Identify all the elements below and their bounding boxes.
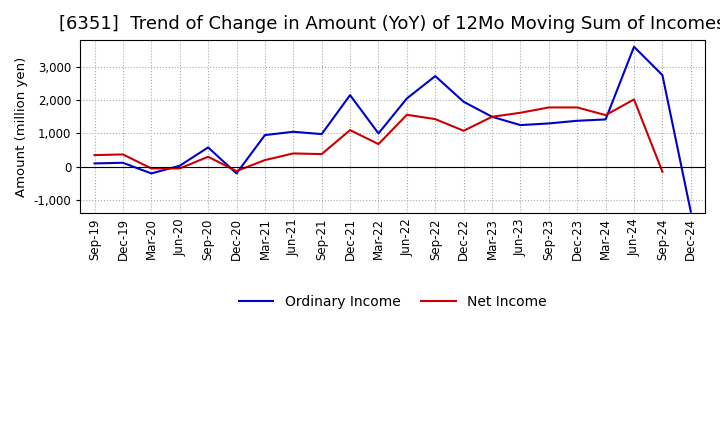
Ordinary Income [686, 209, 695, 214]
Ordinary Income [204, 145, 212, 150]
Ordinary Income [459, 99, 468, 104]
Ordinary Income [176, 163, 184, 169]
Net Income [147, 166, 156, 171]
Net Income [601, 113, 610, 118]
Legend: Ordinary Income, Net Income: Ordinary Income, Net Income [233, 290, 552, 315]
Net Income [374, 141, 383, 147]
Net Income [630, 97, 639, 102]
Ordinary Income [431, 73, 440, 79]
Net Income [544, 105, 553, 110]
Net Income [487, 114, 496, 119]
Ordinary Income [318, 132, 326, 137]
Title: [6351]  Trend of Change in Amount (YoY) of 12Mo Moving Sum of Incomes: [6351] Trend of Change in Amount (YoY) o… [60, 15, 720, 33]
Ordinary Income [346, 92, 354, 98]
Net Income [459, 128, 468, 133]
Net Income [90, 152, 99, 158]
Net Income [261, 158, 269, 163]
Net Income [431, 117, 440, 122]
Net Income [516, 110, 525, 115]
Net Income [658, 169, 667, 174]
Net Income [204, 154, 212, 159]
Net Income [232, 169, 240, 174]
Net Income [289, 151, 297, 156]
Ordinary Income [630, 44, 639, 49]
Ordinary Income [119, 160, 127, 165]
Ordinary Income [147, 171, 156, 176]
Ordinary Income [658, 73, 667, 78]
Net Income [176, 166, 184, 171]
Ordinary Income [573, 118, 582, 123]
Ordinary Income [232, 171, 240, 176]
Ordinary Income [487, 114, 496, 119]
Net Income [318, 151, 326, 157]
Ordinary Income [90, 161, 99, 166]
Net Income [346, 128, 354, 133]
Ordinary Income [402, 96, 411, 101]
Line: Net Income: Net Income [94, 99, 662, 172]
Line: Ordinary Income: Ordinary Income [94, 47, 690, 212]
Ordinary Income [516, 122, 525, 128]
Net Income [119, 152, 127, 157]
Ordinary Income [601, 117, 610, 122]
Net Income [573, 105, 582, 110]
Ordinary Income [374, 131, 383, 136]
Y-axis label: Amount (million yen): Amount (million yen) [15, 57, 28, 197]
Ordinary Income [261, 132, 269, 138]
Ordinary Income [544, 121, 553, 126]
Ordinary Income [289, 129, 297, 134]
Net Income [402, 112, 411, 117]
